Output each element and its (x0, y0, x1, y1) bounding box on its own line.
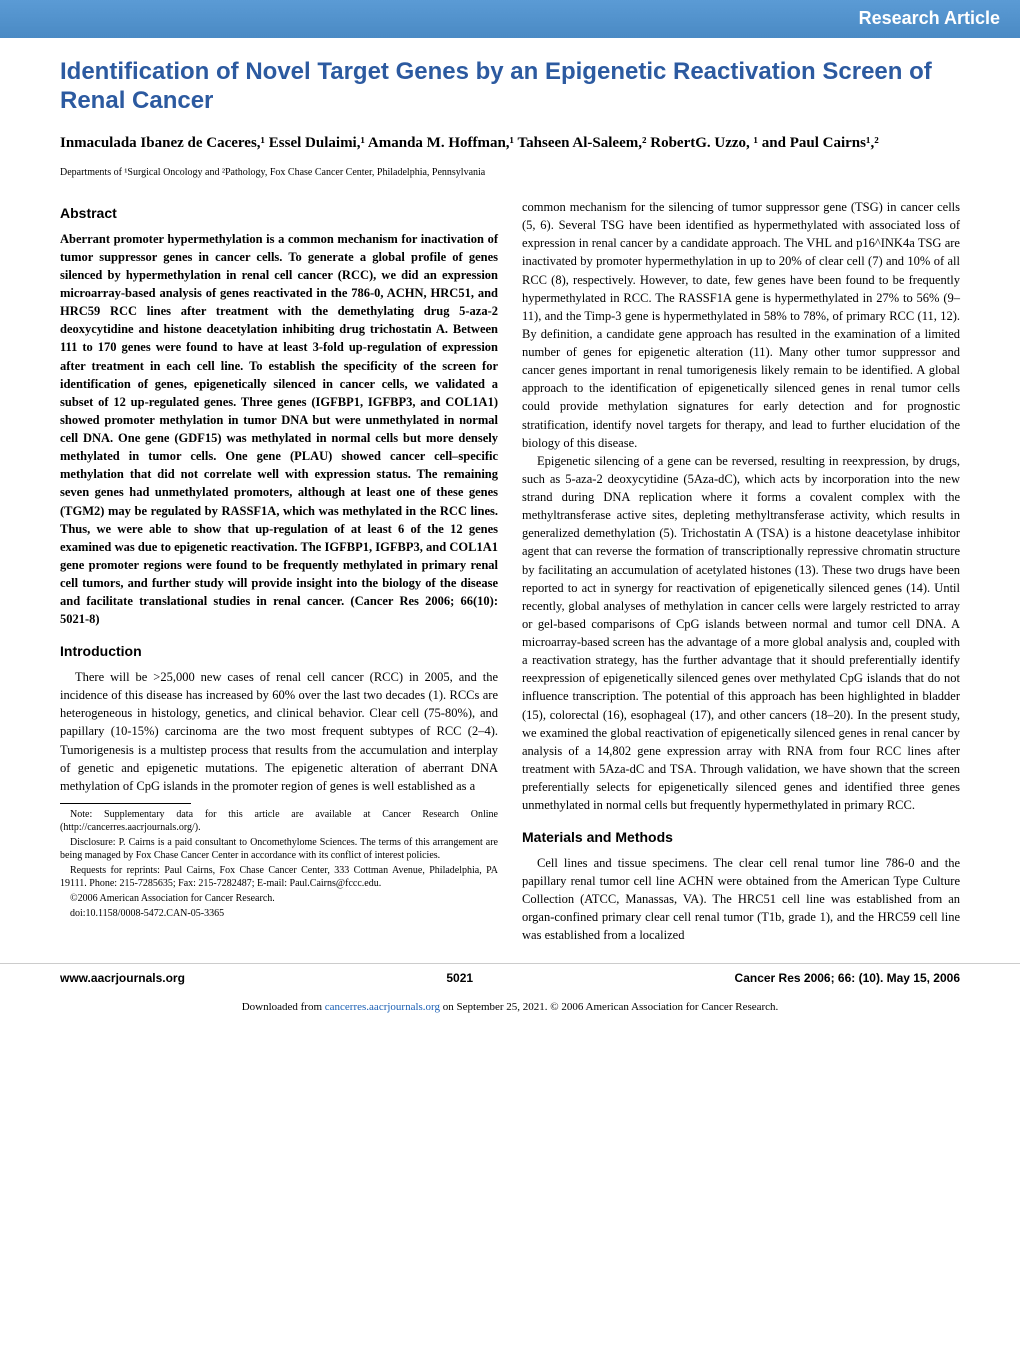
right-p1: common mechanism for the silencing of tu… (522, 198, 960, 452)
download-note: Downloaded from cancerres.aacrjournals.o… (0, 992, 1020, 1029)
left-column: Abstract Aberrant promoter hypermethylat… (60, 198, 498, 944)
introduction-heading: Introduction (60, 642, 498, 662)
abstract-text: Aberrant promoter hypermethylation is a … (60, 230, 498, 629)
notes-rule (60, 803, 191, 804)
materials-heading: Materials and Methods (522, 828, 960, 848)
note-requests: Requests for reprints: Paul Cairns, Fox … (60, 864, 498, 890)
footer-left: www.aacrjournals.org (60, 970, 185, 987)
materials-body: Cell lines and tissue specimens. The cle… (522, 854, 960, 945)
page-content: Identification of Novel Target Genes by … (0, 38, 1020, 955)
note-copyright: ©2006 American Association for Cancer Re… (60, 892, 498, 905)
introduction-body: There will be >25,000 new cases of renal… (60, 668, 498, 795)
note-supplementary: Note: Supplementary data for this articl… (60, 808, 498, 834)
right-p2: Epigenetic silencing of a gene can be re… (522, 452, 960, 815)
right-column: common mechanism for the silencing of tu… (522, 198, 960, 944)
two-column-layout: Abstract Aberrant promoter hypermethylat… (60, 198, 960, 944)
footnotes: Note: Supplementary data for this articl… (60, 808, 498, 920)
abstract-heading: Abstract (60, 204, 498, 224)
introduction-p1: There will be >25,000 new cases of renal… (60, 668, 498, 795)
note-disclosure: Disclosure: P. Cairns is a paid consulta… (60, 836, 498, 862)
download-suffix: on September 25, 2021. © 2006 American A… (440, 1001, 778, 1013)
authors-line: Inmaculada Ibanez de Caceres,¹ Essel Dul… (60, 132, 960, 155)
download-link[interactable]: cancerres.aacrjournals.org (325, 1001, 440, 1013)
page-footer: www.aacrjournals.org 5021 Cancer Res 200… (0, 963, 1020, 993)
note-doi: doi:10.1158/0008-5472.CAN-05-3365 (60, 907, 498, 920)
download-prefix: Downloaded from (242, 1001, 325, 1013)
footer-right: Cancer Res 2006; 66: (10). May 15, 2006 (735, 970, 960, 987)
right-col-body: common mechanism for the silencing of tu… (522, 198, 960, 814)
affiliations: Departments of ¹Surgical Oncology and ²P… (60, 166, 960, 180)
footer-page-number: 5021 (446, 970, 473, 987)
header-bar-label: Research Article (859, 6, 1000, 31)
article-title: Identification of Novel Target Genes by … (60, 58, 960, 116)
materials-p1: Cell lines and tissue specimens. The cle… (522, 854, 960, 945)
header-bar: Research Article (0, 0, 1020, 38)
